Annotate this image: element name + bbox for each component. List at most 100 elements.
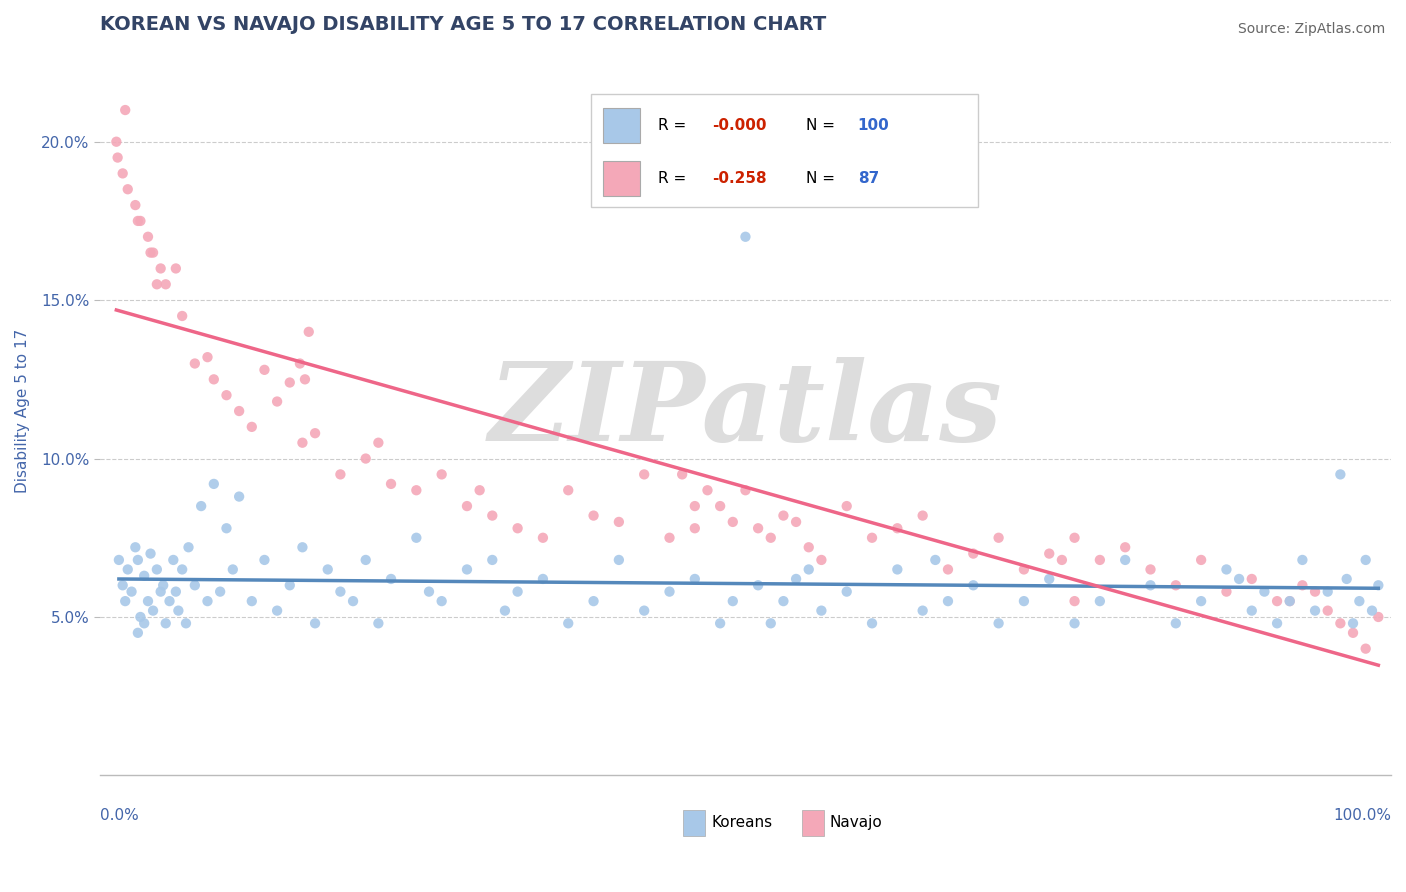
Point — [1012, 562, 1035, 576]
Point — [209, 584, 232, 599]
Point — [159, 594, 181, 608]
Point — [222, 562, 245, 576]
Point — [329, 467, 352, 482]
Point — [709, 616, 731, 631]
Point — [380, 476, 402, 491]
Point — [1164, 616, 1187, 631]
Point — [481, 508, 503, 523]
Point — [111, 578, 134, 592]
Point — [1088, 553, 1111, 567]
Point — [329, 584, 352, 599]
Point — [149, 261, 172, 276]
Text: N =: N = — [806, 118, 839, 133]
Point — [797, 541, 820, 555]
Point — [129, 610, 152, 624]
Point — [146, 277, 169, 292]
Point — [146, 562, 169, 576]
Point — [1012, 594, 1035, 608]
Y-axis label: Disability Age 5 to 17: Disability Age 5 to 17 — [15, 329, 30, 493]
Point — [1240, 572, 1263, 586]
Point — [184, 578, 207, 592]
Point — [108, 553, 131, 567]
Point — [860, 616, 883, 631]
Point — [1291, 553, 1313, 567]
Point — [747, 521, 769, 535]
Point — [155, 277, 177, 292]
Point — [294, 372, 316, 386]
Point — [582, 594, 605, 608]
Text: 87: 87 — [858, 171, 879, 186]
Point — [683, 499, 706, 513]
Text: R =: R = — [658, 171, 690, 186]
Point — [165, 261, 187, 276]
Point — [962, 547, 984, 561]
Point — [633, 467, 655, 482]
Point — [1303, 604, 1326, 618]
Point — [149, 584, 172, 599]
Point — [810, 604, 832, 618]
Point — [228, 490, 250, 504]
Point — [304, 616, 326, 631]
Point — [962, 578, 984, 592]
Point — [835, 584, 858, 599]
Point — [127, 625, 149, 640]
Point — [127, 214, 149, 228]
Point — [291, 541, 314, 555]
Point — [1354, 641, 1376, 656]
Point — [506, 584, 529, 599]
Point — [481, 553, 503, 567]
Point — [152, 578, 174, 592]
Point — [772, 508, 794, 523]
Point — [468, 483, 491, 498]
Point — [810, 553, 832, 567]
Point — [860, 531, 883, 545]
Point — [142, 245, 165, 260]
Point — [142, 604, 165, 618]
Point — [1265, 594, 1288, 608]
Point — [506, 521, 529, 535]
Text: 0.0%: 0.0% — [100, 808, 139, 823]
Point — [1367, 578, 1389, 592]
Point — [494, 604, 516, 618]
Point — [886, 562, 908, 576]
Point — [747, 578, 769, 592]
Point — [658, 584, 681, 599]
Point — [1348, 594, 1371, 608]
Point — [124, 541, 146, 555]
Point — [557, 483, 579, 498]
Point — [117, 182, 139, 196]
Point — [785, 515, 807, 529]
Point — [1164, 578, 1187, 592]
Point — [1139, 562, 1161, 576]
Point — [139, 547, 162, 561]
Point — [418, 584, 440, 599]
Point — [1038, 572, 1060, 586]
Point — [1303, 584, 1326, 599]
Point — [177, 541, 200, 555]
Text: N =: N = — [806, 171, 839, 186]
Text: Navajo: Navajo — [830, 815, 882, 830]
Point — [184, 357, 207, 371]
Point — [162, 553, 184, 567]
Bar — [603, 108, 640, 143]
Point — [367, 616, 389, 631]
Point — [278, 376, 301, 390]
Point — [1341, 616, 1364, 631]
Point — [911, 604, 934, 618]
Point — [1278, 594, 1301, 608]
Point — [1265, 616, 1288, 631]
Point — [430, 467, 453, 482]
Point — [174, 616, 197, 631]
Point — [117, 562, 139, 576]
Point — [1316, 604, 1339, 618]
Point — [1189, 553, 1212, 567]
Point — [1329, 467, 1351, 482]
Point — [228, 404, 250, 418]
Point — [1050, 553, 1073, 567]
Point — [105, 135, 128, 149]
Point — [1063, 531, 1085, 545]
Point — [1189, 594, 1212, 608]
Point — [987, 531, 1010, 545]
Point — [197, 594, 219, 608]
Point — [1240, 604, 1263, 618]
